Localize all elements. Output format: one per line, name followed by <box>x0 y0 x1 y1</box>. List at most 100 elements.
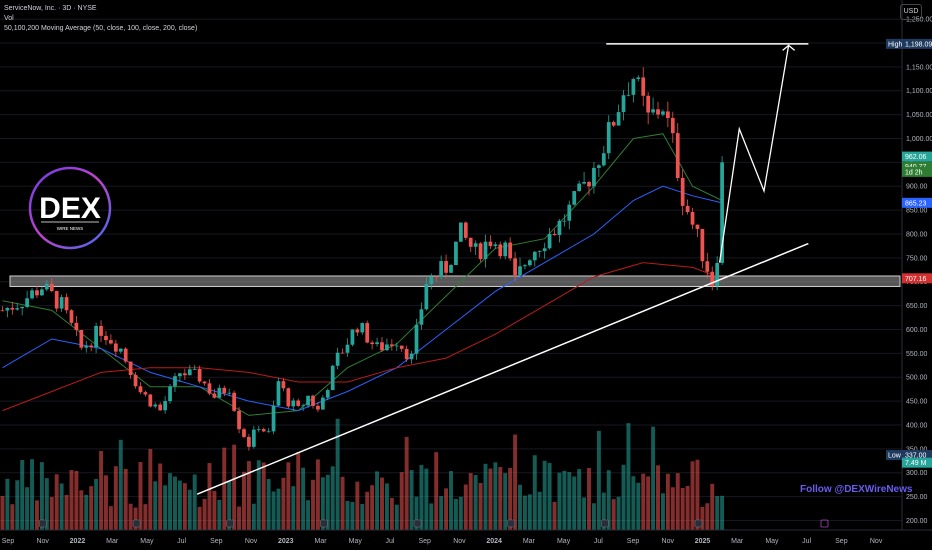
symbol-title[interactable]: ServiceNow, Inc. · 3D · NYSE <box>4 5 97 12</box>
volume-bar <box>631 476 636 530</box>
volume-bar <box>202 498 207 530</box>
candle-body <box>320 397 325 410</box>
volume-bar <box>0 495 5 530</box>
candle-body <box>616 112 621 126</box>
time-tick-label: Jul <box>177 538 186 545</box>
price-tag-value: 7.49 M <box>905 460 927 467</box>
volume-bar <box>375 471 380 530</box>
candle-body <box>271 405 276 432</box>
volume-bar <box>710 483 715 530</box>
volume-bar <box>380 477 384 530</box>
volume-bar <box>89 486 94 530</box>
price-tick-label: 300.00 <box>906 470 928 477</box>
volume-bar <box>453 498 458 530</box>
moving-average-indicator-label[interactable]: 50,100,200 Moving Average (50, close, 10… <box>4 25 198 32</box>
candlesticks <box>0 67 724 451</box>
volume-bar <box>542 460 547 530</box>
support-zone <box>9 275 901 287</box>
candle-body <box>513 258 517 275</box>
volume-bar <box>177 480 182 530</box>
price-tag-box <box>902 151 932 162</box>
candle-body <box>133 374 138 387</box>
earnings-marker <box>413 519 422 528</box>
volume-bar <box>104 475 108 530</box>
volume-bar <box>498 466 503 530</box>
volume-bar <box>59 483 64 530</box>
candle-body <box>10 307 15 310</box>
candle-body <box>109 340 113 344</box>
volume-bar <box>158 463 163 530</box>
candle-body <box>695 224 700 229</box>
candle-body <box>537 251 542 252</box>
candle-body <box>217 387 222 398</box>
candle-body <box>74 322 79 330</box>
candle-body <box>710 271 715 286</box>
candle-body <box>286 388 291 407</box>
volume-bar <box>414 496 419 530</box>
price-tag-value: 707.16 <box>905 276 927 283</box>
volume-bar <box>646 476 651 530</box>
time-tick-label: 2022 <box>70 538 86 545</box>
candle-body <box>192 368 197 370</box>
price-tag-box <box>902 38 932 49</box>
candle-body <box>187 369 192 376</box>
candle-body <box>636 77 641 80</box>
time-tick-label: Sep <box>627 538 640 545</box>
candle-body <box>0 310 5 312</box>
earnings-marker <box>132 519 141 528</box>
candle-body <box>35 290 39 296</box>
volume-bar <box>700 506 705 530</box>
volume-bar <box>468 473 473 530</box>
volume-bar <box>345 500 350 530</box>
volume-bar <box>434 452 439 530</box>
candle-body <box>463 222 468 238</box>
volume-bar <box>587 467 591 530</box>
volume-bar <box>675 473 680 530</box>
candle-body <box>380 342 384 351</box>
volume-indicator-label[interactable]: Vol <box>4 15 14 22</box>
candle-body <box>498 244 503 257</box>
candle-body <box>138 386 143 393</box>
volume-bar <box>389 498 394 530</box>
volume-bar <box>301 467 306 530</box>
candle-body <box>261 429 266 432</box>
future-earnings-marker <box>820 519 829 528</box>
candle-body <box>291 400 296 407</box>
volume-bar <box>128 503 133 530</box>
svg-text:WIRE NEWS: WIRE NEWS <box>57 226 84 231</box>
volume-bar <box>44 478 49 530</box>
candle-body <box>301 405 305 407</box>
candle-body <box>251 429 256 447</box>
candle-body <box>394 345 399 347</box>
candle-body <box>444 261 448 273</box>
volume-bar <box>69 470 74 530</box>
volume-bar <box>84 494 89 530</box>
candle-body <box>409 353 414 360</box>
volume-bar <box>54 474 59 530</box>
volume-bar <box>35 500 39 530</box>
candle-body <box>700 228 705 262</box>
price-tick-label: 850.00 <box>906 208 928 215</box>
currency-button[interactable]: USD <box>900 4 922 20</box>
volume-bar <box>173 476 177 530</box>
volume-bar <box>518 484 522 530</box>
time-axis[interactable]: Sep Nov 2022 Mar May Jul Sep Nov 2023 Mar May Jul Se… <box>2 538 883 545</box>
candle-body <box>661 111 665 115</box>
candle-body <box>128 361 133 375</box>
candle-body <box>473 243 478 247</box>
volume-bar <box>616 496 621 530</box>
price-tick-label: 400.00 <box>906 422 928 429</box>
volume-bar <box>463 484 468 530</box>
price-tag-label: Low <box>888 453 902 460</box>
candle-body <box>69 310 74 323</box>
volume-bar <box>182 483 187 530</box>
candle-body <box>626 94 631 96</box>
price-tag-value: 1d 2h <box>905 169 923 176</box>
volume-bar <box>148 448 153 530</box>
candle-body <box>606 122 611 154</box>
volume-bar <box>340 476 345 530</box>
candle-body <box>316 405 320 410</box>
price-axis[interactable]: 200.00 250.00 300.00 350.00 400.00 450.00 500.… <box>906 17 932 525</box>
candle-body <box>148 394 153 407</box>
